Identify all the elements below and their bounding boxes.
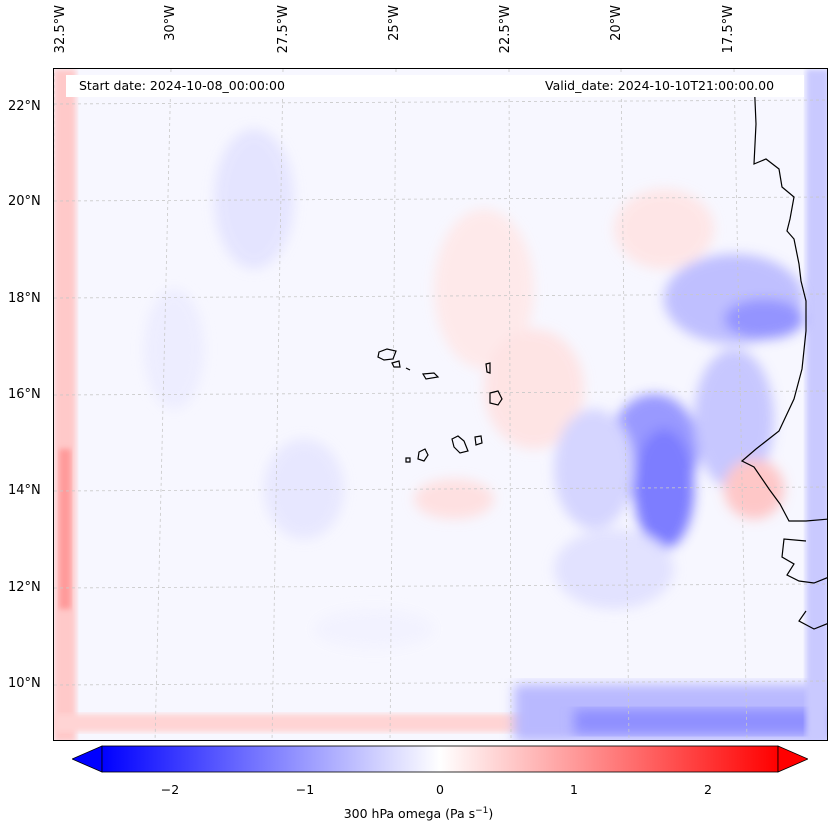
colorbar-label-close: ) xyxy=(488,806,494,822)
lon-label-32.5w: 32.5°W xyxy=(53,5,68,54)
valid-date-label: Valid_date: 2024-10-10T21:00:00.00 xyxy=(543,78,777,93)
start-date-label: Start date: 2024-10-08_00:00:00 xyxy=(77,78,287,93)
colorbar-label-text: 300 hPa omega (Pa s xyxy=(343,806,476,822)
colorbar-label: 300 hPa omega (Pa s−1) xyxy=(0,806,837,821)
west-boundary-band xyxy=(54,69,76,740)
east-boundary-band xyxy=(806,69,827,740)
lat-label-20n: 20°N xyxy=(8,194,41,209)
colorbar-tick-2: 2 xyxy=(704,782,712,797)
colorbar-tick-0: 0 xyxy=(436,782,444,797)
lat-label-22n: 22°N xyxy=(8,99,41,114)
africa-coastline xyxy=(740,76,827,630)
lon-label-22.5w: 22.5°W xyxy=(498,5,513,54)
lon-label-30w: 30°W xyxy=(163,5,178,41)
colorbar-tick-minus-1: −1 xyxy=(295,782,315,797)
colorbar-max-arrow xyxy=(777,745,808,773)
omega-field xyxy=(54,69,827,740)
colorbar-min-arrow xyxy=(72,745,103,773)
lon-label-17.5w: 17.5°W xyxy=(721,5,736,54)
colorbar-tick-1: 1 xyxy=(570,782,578,797)
lat-label-16n: 16°N xyxy=(8,387,41,402)
lat-label-18n: 18°N xyxy=(8,291,41,306)
lat-label-10n: 10°N xyxy=(8,676,41,691)
lon-label-20w: 20°W xyxy=(609,5,624,41)
colorbar-gradient xyxy=(101,745,779,773)
cape-verde-islands xyxy=(377,348,503,463)
map-panel[interactable] xyxy=(53,68,828,741)
graticule xyxy=(54,69,827,740)
lon-label-25w: 25°W xyxy=(387,5,402,41)
lon-label-27.5w: 27.5°W xyxy=(276,5,291,54)
lat-label-14n: 14°N xyxy=(8,483,41,498)
lat-label-12n: 12°N xyxy=(8,580,41,595)
colorbar-label-exponent: −1 xyxy=(475,806,489,816)
colorbar xyxy=(72,745,808,773)
colorbar-tick-minus-2: −2 xyxy=(160,782,180,797)
